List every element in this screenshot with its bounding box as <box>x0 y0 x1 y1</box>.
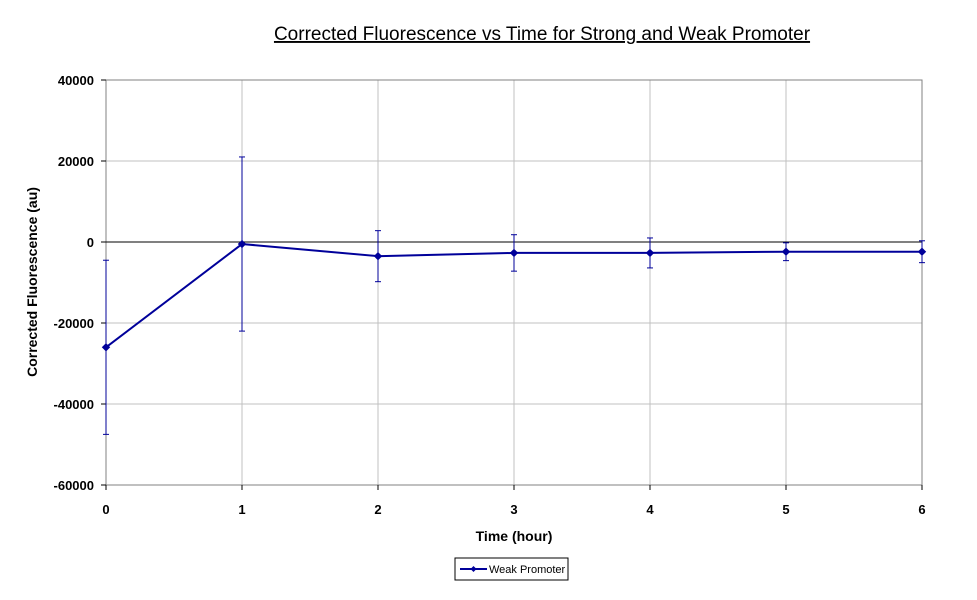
data-point <box>645 248 655 258</box>
x-tick-label: 1 <box>238 502 245 517</box>
legend-box <box>454 557 569 581</box>
y-tick-label: 40000 <box>58 73 94 88</box>
legend: Weak Promoter <box>454 557 569 581</box>
legend-label: Weak Promoter <box>489 564 566 576</box>
y-tick-label: 0 <box>87 235 94 250</box>
data-point <box>509 248 519 258</box>
data-point <box>781 247 791 256</box>
y-tick-label: 20000 <box>58 154 94 169</box>
x-tick-label: 4 <box>646 502 654 517</box>
x-tick-label: 2 <box>374 502 381 517</box>
x-tick-label: 6 <box>918 502 925 517</box>
legend-swatch-marker <box>470 566 477 572</box>
x-axis-ticks: 0 1 2 3 4 5 6 <box>102 485 926 517</box>
data-point <box>373 251 383 261</box>
x-tick-label: 0 <box>102 502 109 517</box>
grid <box>105 79 923 486</box>
y-tick-label: -20000 <box>54 316 94 331</box>
x-axis-label: Time (hour) <box>476 528 553 544</box>
data-point <box>101 343 111 352</box>
x-tick-label: 5 <box>782 502 789 517</box>
data-point <box>237 239 247 249</box>
y-axis-ticks: 40000 20000 0 -20000 -40000 -60000 <box>54 73 106 493</box>
y-axis-label: Corrected Fluorescence (au) <box>24 187 40 377</box>
x-tick-label: 3 <box>510 502 517 517</box>
chart-title: Corrected Fluorescence vs Time for Stron… <box>274 24 811 45</box>
y-tick-label: -40000 <box>54 397 94 412</box>
series-layer <box>101 156 927 435</box>
y-tick-label: -60000 <box>54 478 94 493</box>
data-point <box>917 247 927 256</box>
